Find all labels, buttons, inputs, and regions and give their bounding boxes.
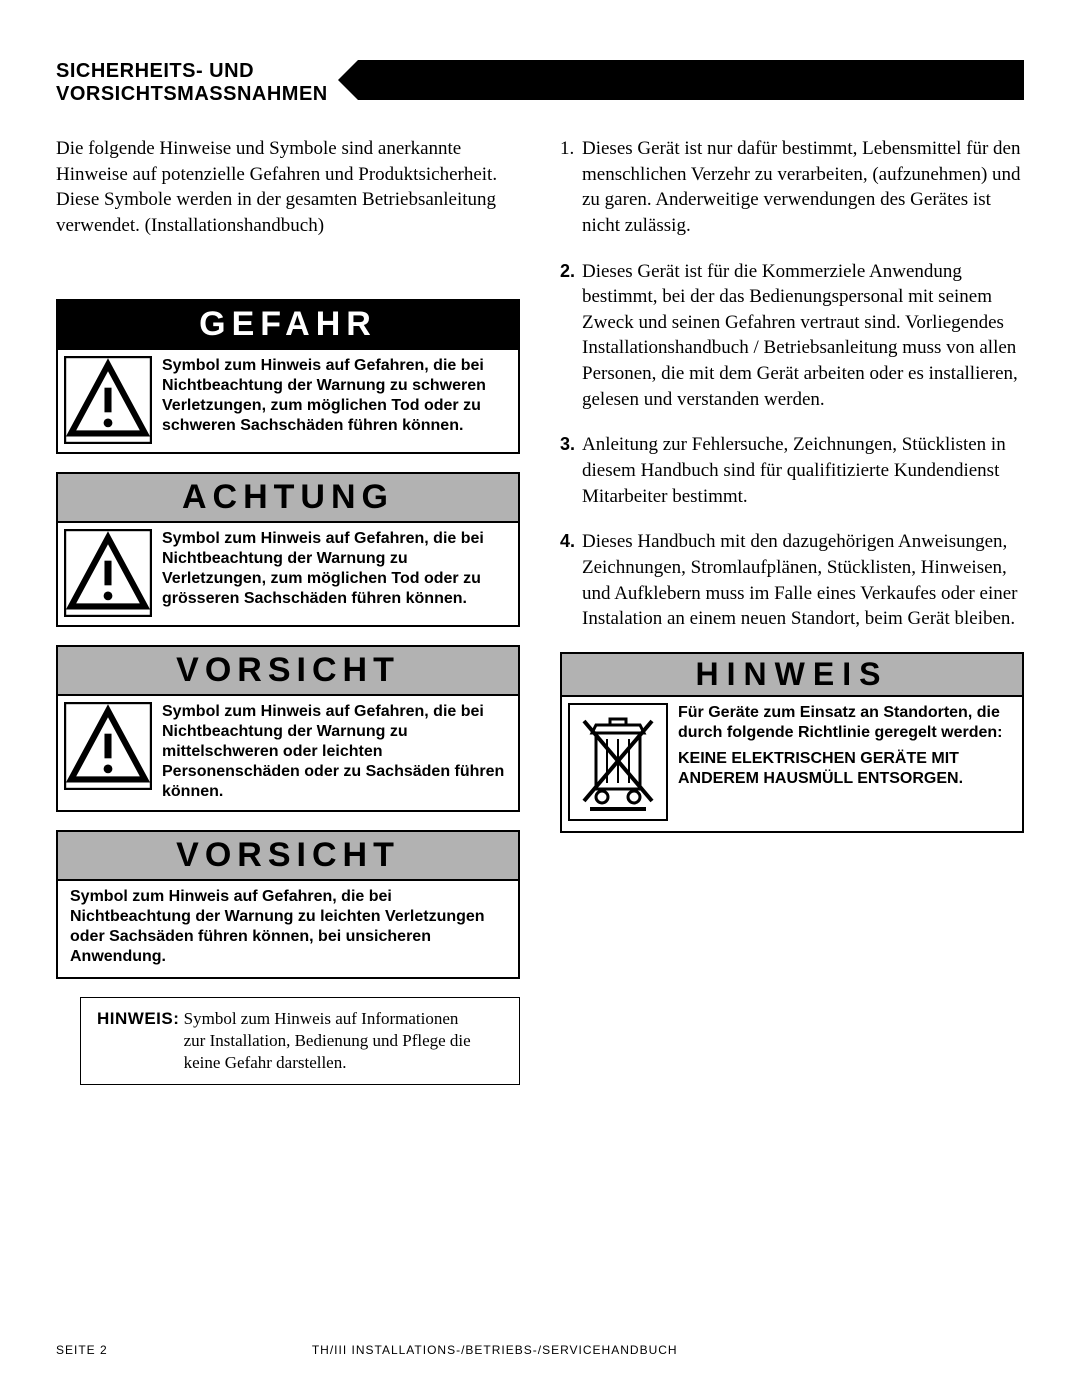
footer-doc-title: TH/III INSTALLATIONS-/BETRIEBS-/SERVICEH… [312, 1343, 678, 1357]
page-label: SEITE [56, 1343, 96, 1357]
list-num: 2. [560, 259, 582, 413]
hinweis-note-text: Symbol zum Hinweis auf Informationen zur… [184, 1008, 480, 1074]
list-item: 4. Dieses Handbuch mit den dazugehörigen… [560, 529, 1024, 632]
vorsicht2-head: VORSICHT [58, 832, 518, 881]
warning-triangle-icon [64, 702, 152, 790]
left-column: Die folgende Hinweise und Symbole sind a… [56, 136, 520, 1085]
hinweis-body: Für Geräte zum Einsatz an Standorten, di… [562, 697, 1022, 831]
list-num: 4. [560, 529, 582, 632]
title-line-1: SICHERHEITS- UND [56, 60, 254, 82]
numbered-list: 1. Dieses Gerät ist nur dafür bestimmt, … [560, 136, 1024, 632]
list-num: 1. [560, 136, 582, 239]
hinweis-head: HINWEIS [562, 654, 1022, 697]
list-text: Dieses Handbuch mit den dazugehörigen An… [582, 529, 1024, 632]
page-number: SEITE 2 [56, 1343, 108, 1357]
hinweis-text-2: KEINE ELEKTRISCHEN GERÄTE MIT ANDEREM HA… [678, 749, 1012, 789]
gefahr-body: Symbol zum Hinweis auf Gefahren, die bei… [58, 350, 518, 452]
list-item: 2. Dieses Gerät ist für die Kommerziele … [560, 259, 1024, 413]
waste-bin-crossed-icon [568, 703, 668, 821]
hinweis-note-label: HINWEIS: [97, 1009, 179, 1028]
title-line-2: VORSICHTSMASSNAHMEN [56, 83, 328, 105]
gefahr-head: GEFAHR [58, 301, 518, 350]
vorsicht1-box: VORSICHT Symbol zum Hinweis auf Gefahren… [56, 645, 520, 812]
achtung-body: Symbol zum Hinweis auf Gefahren, die bei… [58, 523, 518, 625]
list-text: Dieses Gerät ist für die Kommerziele Anw… [582, 259, 1024, 413]
list-text: Dieses Gerät ist nur dafür bestimmt, Leb… [582, 136, 1024, 239]
hinweis-text-1: Für Geräte zum Einsatz an Standorten, di… [678, 704, 1002, 741]
achtung-head: ACHTUNG [58, 474, 518, 523]
vorsicht2-body: Symbol zum Hinweis auf Gefahren, die bei… [58, 881, 518, 977]
vorsicht2-text: Symbol zum Hinweis auf Gefahren, die bei… [70, 887, 506, 967]
section-title: SICHERHEITS- UND VORSICHTSMASSNAHMEN [56, 60, 348, 106]
gefahr-box: GEFAHR Symbol zum Hinweis auf Gefahren, … [56, 299, 520, 454]
list-item: 1. Dieses Gerät ist nur dafür bestimmt, … [560, 136, 1024, 239]
intro-paragraph: Die folgende Hinweise und Symbole sind a… [56, 136, 520, 239]
hinweis-box: HINWEIS [560, 652, 1024, 833]
vorsicht1-body: Symbol zum Hinweis auf Gefahren, die bei… [58, 696, 518, 810]
content-columns: Die folgende Hinweise und Symbole sind a… [56, 136, 1024, 1085]
vorsicht2-box: VORSICHT Symbol zum Hinweis auf Gefahren… [56, 830, 520, 979]
achtung-box: ACHTUNG Symbol zum Hinweis auf Gefahren,… [56, 472, 520, 627]
header-arrow-bar [358, 60, 1024, 100]
vorsicht1-text: Symbol zum Hinweis auf Gefahren, die bei… [162, 702, 508, 802]
gefahr-text: Symbol zum Hinweis auf Gefahren, die bei… [162, 356, 508, 436]
warning-triangle-icon [64, 356, 152, 444]
section-header: SICHERHEITS- UND VORSICHTSMASSNAHMEN [56, 60, 1024, 106]
list-item: 3. Anleitung zur Fehlersuche, Zeichnunge… [560, 432, 1024, 509]
list-text: Anleitung zur Fehlersuche, Zeichnungen, … [582, 432, 1024, 509]
hinweis-note: HINWEIS: Symbol zum Hinweis auf Informat… [80, 997, 520, 1085]
achtung-text: Symbol zum Hinweis auf Gefahren, die bei… [162, 529, 508, 609]
right-column: 1. Dieses Gerät ist nur dafür bestimmt, … [560, 136, 1024, 1085]
page-num: 2 [100, 1343, 108, 1357]
list-num: 3. [560, 432, 582, 509]
vorsicht1-head: VORSICHT [58, 647, 518, 696]
warning-triangle-icon [64, 529, 152, 617]
hinweis-text: Für Geräte zum Einsatz an Standorten, di… [678, 703, 1012, 821]
page-footer: SEITE 2 TH/III INSTALLATIONS-/BETRIEBS-/… [56, 1343, 1024, 1357]
